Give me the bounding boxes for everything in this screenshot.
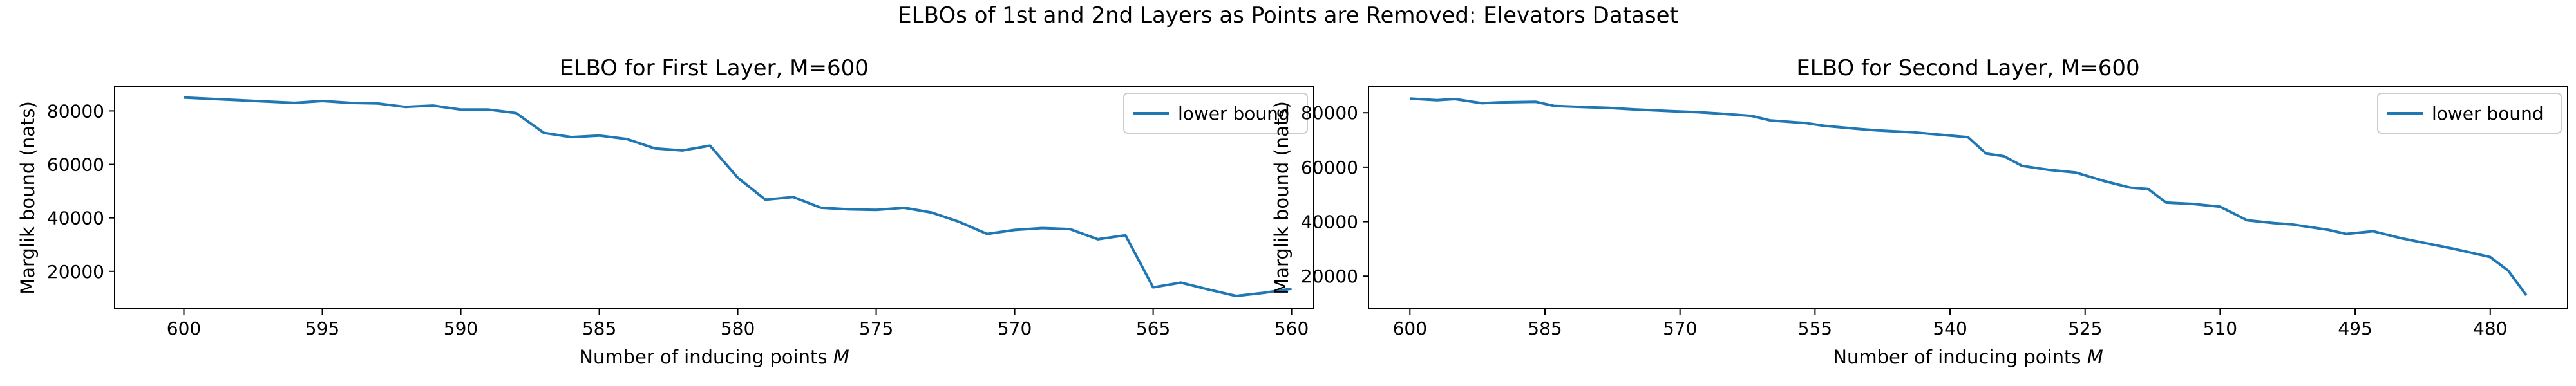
x-tick-label: 590 <box>444 318 478 339</box>
legend: lower bound <box>1123 93 1308 134</box>
y-tick-label: 20000 <box>1301 266 1358 287</box>
x-tick-label: 495 <box>2338 318 2372 339</box>
x-tick-label: 565 <box>1136 318 1170 339</box>
x-tick-label: 585 <box>1528 318 1562 339</box>
chart-second-layer: ELBO for Second Layer, M=600 600 585 570 555… <box>1271 55 2568 368</box>
x-tick-label: 580 <box>721 318 755 339</box>
x-tick-label: 525 <box>2068 318 2102 339</box>
plot-frame <box>1368 86 2568 309</box>
y-axis-label: Marglik bound (nats) <box>17 101 39 295</box>
x-tick-label: 480 <box>2473 318 2507 339</box>
x-tick-label: 585 <box>582 318 616 339</box>
x-tick-label: 555 <box>1798 318 1832 339</box>
legend-label: lower bound <box>2432 103 2544 124</box>
y-tick-label: 80000 <box>47 100 104 122</box>
x-tick-label: 595 <box>305 318 339 339</box>
x-axis-label: Number of inducing points M <box>579 346 849 368</box>
chart-first-layer: ELBO for First Layer, M=600 600 595 590 585 5… <box>17 55 1314 368</box>
y-tick-label: 40000 <box>1301 212 1358 233</box>
y-tick-label: 20000 <box>47 261 104 282</box>
y-tick-label: 80000 <box>1301 102 1358 124</box>
legend-box <box>2377 93 2562 134</box>
series-line-lower-bound <box>1410 97 2528 296</box>
x-axis-label: Number of inducing points M <box>1833 346 2103 368</box>
x-tick-label: 570 <box>998 318 1032 339</box>
x-tick-label: 570 <box>1663 318 1697 339</box>
plot-frame <box>114 86 1314 309</box>
legend-label: lower bound <box>1178 103 1290 124</box>
chart-title: ELBO for Second Layer, M=600 <box>1796 55 2139 81</box>
series-line-lower-bound <box>184 96 1292 297</box>
y-axis-label: Marglik bound (nats) <box>1271 101 1293 295</box>
chart-title: ELBO for First Layer, M=600 <box>560 55 869 81</box>
y-tick-label: 40000 <box>47 208 104 229</box>
x-tick-label: 575 <box>859 318 893 339</box>
y-tick-label: 60000 <box>47 154 104 176</box>
x-tick-label: 600 <box>1393 318 1427 339</box>
figure-title: ELBOs of 1st and 2nd Layers as Points ar… <box>898 3 1678 28</box>
x-tick-label: 510 <box>2203 318 2237 339</box>
x-tick-label: 560 <box>1274 318 1309 339</box>
x-tick-label: 600 <box>167 318 201 339</box>
legend-box <box>1123 93 1308 134</box>
y-tick-label: 60000 <box>1301 157 1358 178</box>
x-tick-label: 540 <box>1933 318 1967 339</box>
legend: lower bound <box>2377 93 2562 134</box>
